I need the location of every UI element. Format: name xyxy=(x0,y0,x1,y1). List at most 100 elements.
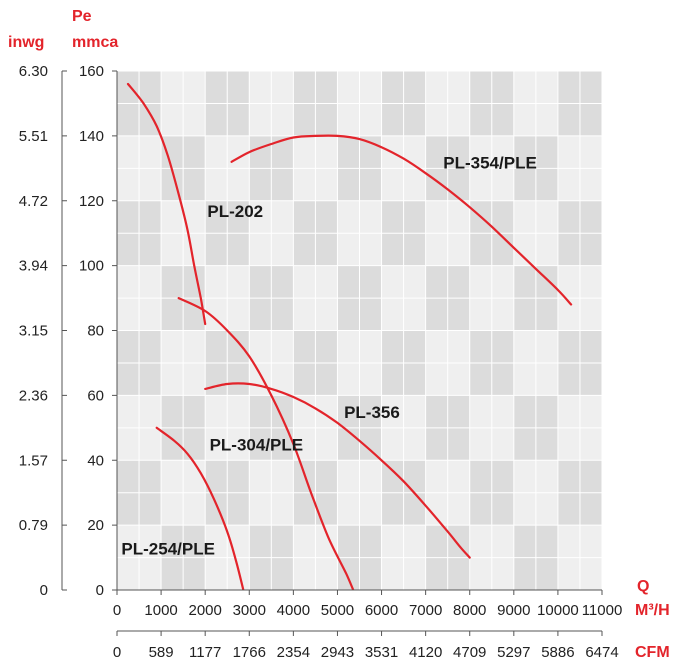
grid-cell xyxy=(579,395,603,429)
grid-cell xyxy=(447,200,471,234)
grid-cell xyxy=(337,525,360,559)
grid-cell xyxy=(337,330,360,364)
grid-cell xyxy=(513,460,537,494)
x-tick-label-cfm: 2354 xyxy=(277,644,310,661)
grid-cell xyxy=(513,135,537,169)
grid-cell xyxy=(161,298,184,331)
grid-cell xyxy=(557,298,581,331)
grid-cell xyxy=(381,200,405,234)
grid-cell xyxy=(469,492,493,526)
grid-cell xyxy=(315,330,338,364)
grid-cell xyxy=(403,168,427,202)
grid-cell xyxy=(315,460,338,494)
grid-cell xyxy=(161,103,184,137)
grid-cell xyxy=(381,233,405,267)
grid-cell xyxy=(139,557,162,591)
grid-cell xyxy=(139,265,162,299)
grid-cell xyxy=(117,330,140,364)
grid-cell xyxy=(447,168,471,202)
curve-label-pl-254-ple: PL-254/PLE xyxy=(121,539,215,558)
grid-cell xyxy=(491,168,515,202)
grid-cell xyxy=(139,168,162,202)
grid-cell xyxy=(337,265,360,299)
x-tick-label-cfm: 4120 xyxy=(409,644,442,661)
curve-pl-202 xyxy=(126,82,207,326)
grid-cell xyxy=(337,233,360,267)
grid-cell xyxy=(381,265,405,299)
curve-label-pl-354-ple: PL-354/PLE xyxy=(443,153,537,172)
labels-layer: Pe mmca inwg Q M³/H CFM 0 1000 2000 3000 400… xyxy=(8,8,670,661)
grid-cell xyxy=(117,233,140,267)
grid-cell xyxy=(491,557,515,591)
grid-cell xyxy=(469,135,493,169)
grid-cell xyxy=(359,265,383,299)
grid-cell xyxy=(491,525,515,559)
grid-cell xyxy=(205,233,228,267)
grid-cell xyxy=(183,71,206,104)
grid-cell xyxy=(447,427,471,461)
grid-cell xyxy=(183,427,206,461)
grid-cell xyxy=(535,362,559,396)
grid-cell xyxy=(425,103,449,137)
grid-cell xyxy=(117,103,140,137)
grid-cell xyxy=(403,233,427,267)
grid-cell xyxy=(359,200,383,234)
grid-cell xyxy=(161,525,184,559)
grid-cell xyxy=(491,71,515,104)
grid-cell xyxy=(535,71,559,104)
grid-cell xyxy=(183,103,206,137)
grid-cell xyxy=(117,200,140,234)
grid-cell xyxy=(491,395,515,429)
grid-cell xyxy=(469,265,493,299)
grid-cell xyxy=(535,168,559,202)
y-tick-label-mmca: 160 xyxy=(79,63,104,80)
grid-cell xyxy=(139,460,162,494)
grid-cell xyxy=(359,395,383,429)
x-tick-label-m3h: 1000 xyxy=(144,602,177,619)
grid-cell xyxy=(447,492,471,526)
y-tick-label-mmca: 60 xyxy=(87,387,104,404)
grid-cell xyxy=(271,71,294,104)
y-tick-label-mmca: 0 xyxy=(96,582,104,599)
grid-cell xyxy=(535,557,559,591)
x-tick-label-m3h: 9000 xyxy=(497,602,530,619)
grid-cell xyxy=(293,525,316,559)
grid-cell xyxy=(227,168,250,202)
grid-cell xyxy=(183,492,206,526)
grid-cell xyxy=(425,525,449,559)
grid-cell xyxy=(359,103,383,137)
grid-cell xyxy=(513,330,537,364)
grid-cell xyxy=(381,525,405,559)
grid-cell xyxy=(579,492,603,526)
y-tick-label-inwg: 0.79 xyxy=(19,517,48,534)
grid-cell xyxy=(579,427,603,461)
grid-cell xyxy=(161,460,184,494)
grid-cell xyxy=(469,525,493,559)
grid-cell xyxy=(513,168,537,202)
y-tick-label-inwg: 1.57 xyxy=(19,452,48,469)
curves-layer xyxy=(126,82,573,590)
grid-cell xyxy=(315,395,338,429)
y-tick-label-mmca: 120 xyxy=(79,193,104,210)
grid-cell xyxy=(117,492,140,526)
y-tick-label-mmca: 140 xyxy=(79,128,104,145)
grid-cell xyxy=(161,135,184,169)
grid-cell xyxy=(183,330,206,364)
y-tick-label-mmca: 100 xyxy=(79,258,104,275)
grid-cell xyxy=(557,460,581,494)
x-tick-label-m3h: 2000 xyxy=(188,602,221,619)
grid-cell xyxy=(359,71,383,104)
grid-cell xyxy=(205,103,228,137)
grid-cell xyxy=(227,362,250,396)
grid-cell xyxy=(249,492,272,526)
grid-cell xyxy=(403,427,427,461)
x-tick-label-m3h: 4000 xyxy=(277,602,310,619)
grid-cell xyxy=(513,265,537,299)
x-tick-label-cfm: 1766 xyxy=(233,644,266,661)
grid-cell xyxy=(227,265,250,299)
grid-cell xyxy=(491,200,515,234)
x-tick-label-cfm: 0 xyxy=(113,644,121,661)
grid-cell xyxy=(205,200,228,234)
grid-cell xyxy=(425,427,449,461)
grid-cell xyxy=(205,330,228,364)
